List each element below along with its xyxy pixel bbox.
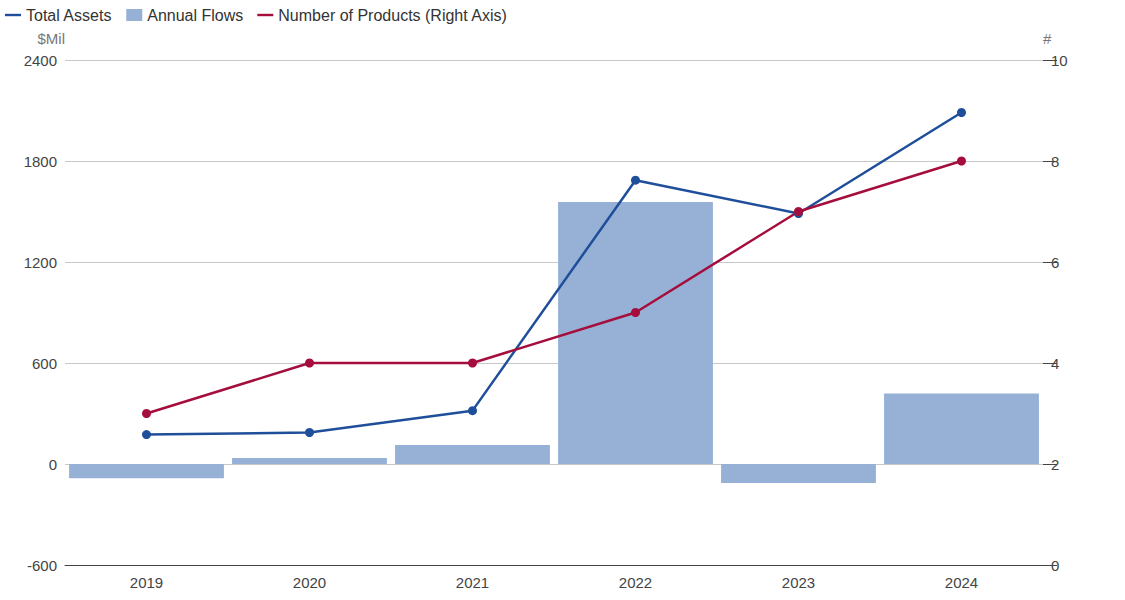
svg-text:6: 6: [1051, 254, 1059, 271]
svg-text:2021: 2021: [456, 574, 489, 591]
svg-text:Total Assets: Total Assets: [26, 7, 111, 24]
svg-text:4: 4: [1051, 355, 1059, 372]
svg-text:8: 8: [1051, 153, 1059, 170]
svg-text:#: #: [1043, 30, 1052, 47]
svg-text:Number of Products (Right Axis: Number of Products (Right Axis): [278, 7, 507, 24]
svg-text:2019: 2019: [130, 574, 163, 591]
svg-text:2024: 2024: [945, 574, 978, 591]
svg-text:2020: 2020: [293, 574, 326, 591]
svg-text:Annual Flows: Annual Flows: [147, 7, 243, 24]
svg-text:-600: -600: [27, 557, 57, 574]
svg-text:2022: 2022: [619, 574, 652, 591]
svg-text:2: 2: [1051, 456, 1059, 473]
svg-text:1800: 1800: [24, 153, 57, 170]
svg-text:600: 600: [32, 355, 57, 372]
svg-text:1200: 1200: [24, 254, 57, 271]
svg-text:0: 0: [49, 456, 57, 473]
svg-text:0: 0: [1051, 557, 1059, 574]
svg-text:2400: 2400: [24, 52, 57, 69]
svg-text:$Mil: $Mil: [37, 30, 65, 47]
svg-text:10: 10: [1051, 52, 1068, 69]
svg-text:2023: 2023: [782, 574, 815, 591]
